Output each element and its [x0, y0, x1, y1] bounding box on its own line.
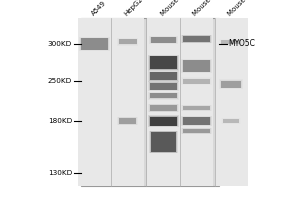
Text: Mouse lung: Mouse lung: [159, 0, 192, 17]
Bar: [150, 56, 177, 69]
Bar: [182, 60, 211, 72]
Bar: [150, 37, 177, 43]
Bar: [81, 18, 219, 186]
Bar: [181, 35, 212, 43]
Bar: [149, 104, 178, 112]
Bar: [119, 118, 136, 124]
Bar: [117, 38, 138, 46]
Bar: [78, 18, 111, 186]
Bar: [81, 38, 108, 49]
Bar: [220, 79, 243, 89]
Bar: [79, 37, 110, 51]
Bar: [221, 40, 241, 44]
Bar: [183, 106, 210, 110]
Bar: [183, 60, 210, 72]
Text: Mouse kidney: Mouse kidney: [192, 0, 231, 17]
Bar: [222, 118, 240, 124]
Bar: [151, 132, 176, 152]
Bar: [150, 131, 177, 153]
Bar: [149, 72, 178, 81]
Bar: [183, 129, 210, 133]
Bar: [183, 78, 210, 84]
Text: A549: A549: [90, 0, 107, 17]
Text: 130KD: 130KD: [48, 170, 72, 176]
Bar: [223, 119, 239, 123]
Text: HepG2: HepG2: [123, 0, 144, 17]
Bar: [149, 116, 178, 126]
Bar: [148, 115, 179, 127]
Bar: [148, 55, 179, 71]
Bar: [150, 105, 177, 111]
Bar: [181, 105, 212, 111]
Bar: [220, 80, 242, 88]
Bar: [149, 131, 178, 153]
Bar: [148, 92, 179, 100]
Bar: [118, 39, 136, 44]
Bar: [221, 118, 241, 124]
Bar: [220, 40, 242, 44]
Bar: [221, 80, 241, 88]
Bar: [180, 18, 213, 186]
Bar: [181, 116, 212, 126]
Bar: [181, 59, 212, 73]
Bar: [150, 82, 177, 90]
Bar: [80, 38, 109, 50]
Bar: [149, 36, 178, 44]
Bar: [150, 116, 177, 126]
Bar: [148, 81, 179, 91]
Bar: [118, 117, 137, 125]
Text: 180KD: 180KD: [48, 118, 72, 124]
Bar: [118, 39, 137, 45]
Bar: [182, 105, 211, 111]
Bar: [214, 18, 248, 186]
Bar: [148, 71, 179, 82]
Text: MYO5C: MYO5C: [228, 40, 255, 48]
Bar: [182, 128, 211, 134]
Bar: [183, 36, 210, 42]
Text: Mouse pancreas: Mouse pancreas: [227, 0, 271, 17]
Bar: [181, 128, 212, 134]
Bar: [150, 93, 177, 98]
Bar: [111, 18, 144, 186]
Text: 300KD: 300KD: [48, 41, 72, 47]
Bar: [182, 78, 211, 84]
Bar: [148, 104, 179, 112]
Bar: [182, 35, 211, 43]
Bar: [220, 39, 243, 45]
Bar: [182, 117, 211, 125]
Bar: [149, 56, 178, 70]
Bar: [147, 18, 180, 186]
Bar: [150, 72, 177, 80]
Bar: [149, 82, 178, 90]
Bar: [183, 117, 210, 125]
Bar: [118, 117, 137, 125]
Bar: [181, 77, 212, 85]
Text: 250KD: 250KD: [48, 78, 72, 84]
Bar: [151, 37, 176, 43]
Bar: [149, 93, 178, 99]
